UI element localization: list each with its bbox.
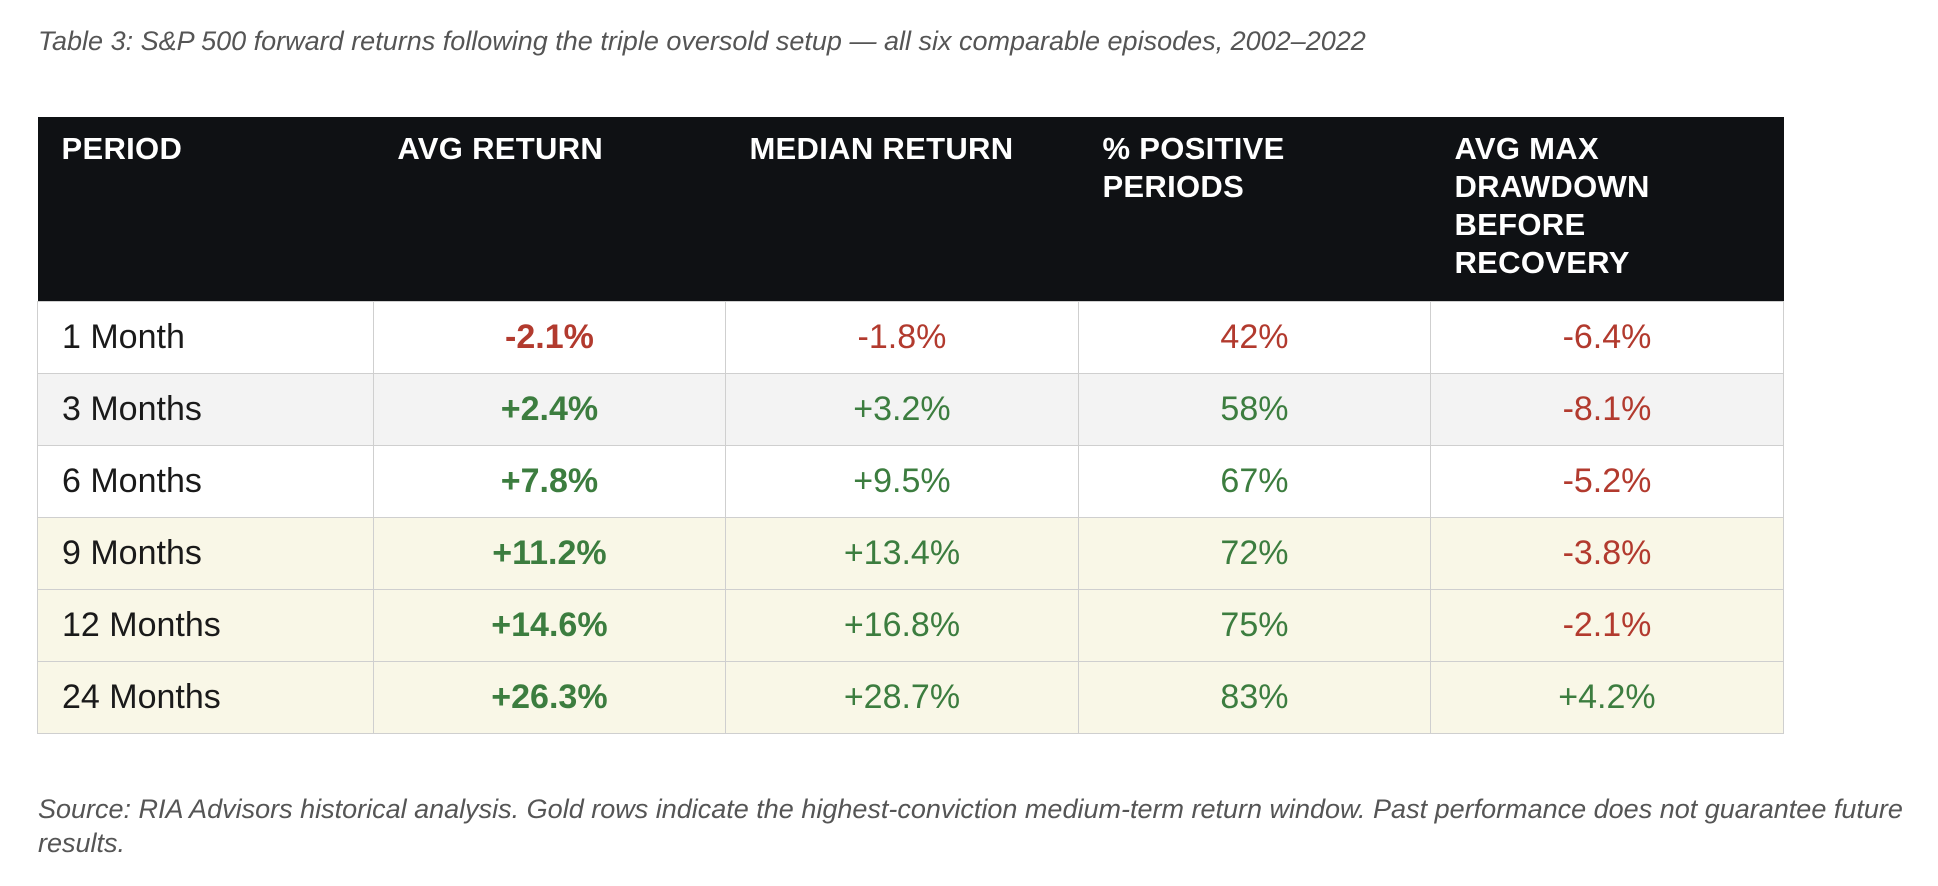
median-return-cell: +16.8% bbox=[724, 588, 1079, 662]
table-row: 12 Months +14.6% +16.8% 75% -2.1% bbox=[37, 588, 1785, 662]
period-cell: 3 Months bbox=[37, 372, 374, 446]
percent-positive-cell: 58% bbox=[1077, 372, 1431, 446]
percent-positive-cell: 72% bbox=[1077, 516, 1431, 590]
header-median-return: MEDIAN RETURN bbox=[749, 131, 1014, 166]
drawdown-cell: -3.8% bbox=[1429, 516, 1785, 590]
avg-return-cell: +26.3% bbox=[372, 660, 726, 734]
drawdown-cell: -2.1% bbox=[1429, 588, 1785, 662]
header-percent-positive: % POSITIVE PERIODS bbox=[1102, 131, 1285, 204]
header-avg-return: AVG RETURN bbox=[397, 131, 604, 166]
avg-return-cell: +11.2% bbox=[372, 516, 726, 590]
drawdown-cell: +4.2% bbox=[1429, 660, 1785, 734]
source-note: Source: RIA Advisors historical analysis… bbox=[38, 794, 1903, 858]
table-header-row: PERIOD AVG RETURN MEDIAN RETURN % POSITI… bbox=[37, 117, 1784, 301]
avg-return-cell: +14.6% bbox=[372, 588, 726, 662]
table-caption: Table 3: S&P 500 forward returns followi… bbox=[38, 26, 1366, 56]
table-row: 1 Month -2.1% -1.8% 42% -6.4% bbox=[37, 300, 1785, 374]
table-row: 9 Months +11.2% +13.4% 72% -3.8% bbox=[37, 516, 1785, 590]
percent-positive-cell: 83% bbox=[1077, 660, 1431, 734]
median-return-cell: +3.2% bbox=[724, 372, 1079, 446]
table-row: 3 Months +2.4% +3.2% 58% -8.1% bbox=[37, 372, 1785, 446]
drawdown-cell: -8.1% bbox=[1429, 372, 1785, 446]
avg-return-cell: -2.1% bbox=[372, 300, 726, 374]
period-cell: 12 Months bbox=[37, 588, 374, 662]
avg-return-cell: +2.4% bbox=[372, 372, 726, 446]
avg-return-cell: +7.8% bbox=[372, 444, 726, 518]
period-cell: 6 Months bbox=[37, 444, 374, 518]
percent-positive-cell: 67% bbox=[1077, 444, 1431, 518]
forward-returns-table: PERIOD AVG RETURN MEDIAN RETURN % POSITI… bbox=[37, 117, 1785, 734]
drawdown-cell: -5.2% bbox=[1429, 444, 1785, 518]
median-return-cell: -1.8% bbox=[724, 300, 1079, 374]
percent-positive-cell: 75% bbox=[1077, 588, 1431, 662]
table-row: 24 Months +26.3% +28.7% 83% +4.2% bbox=[37, 660, 1785, 734]
drawdown-cell: -6.4% bbox=[1429, 300, 1785, 374]
median-return-cell: +28.7% bbox=[724, 660, 1079, 734]
period-cell: 24 Months bbox=[37, 660, 374, 734]
header-avg-max-drawdown: AVG MAX DRAWDOWN BEFORE RECOVERY bbox=[1454, 131, 1650, 280]
header-period: PERIOD bbox=[61, 131, 183, 166]
median-return-cell: +9.5% bbox=[724, 444, 1079, 518]
table-row: 6 Months +7.8% +9.5% 67% -5.2% bbox=[37, 444, 1785, 518]
percent-positive-cell: 42% bbox=[1077, 300, 1431, 374]
period-cell: 9 Months bbox=[37, 516, 374, 590]
median-return-cell: +13.4% bbox=[724, 516, 1079, 590]
period-cell: 1 Month bbox=[37, 300, 374, 374]
